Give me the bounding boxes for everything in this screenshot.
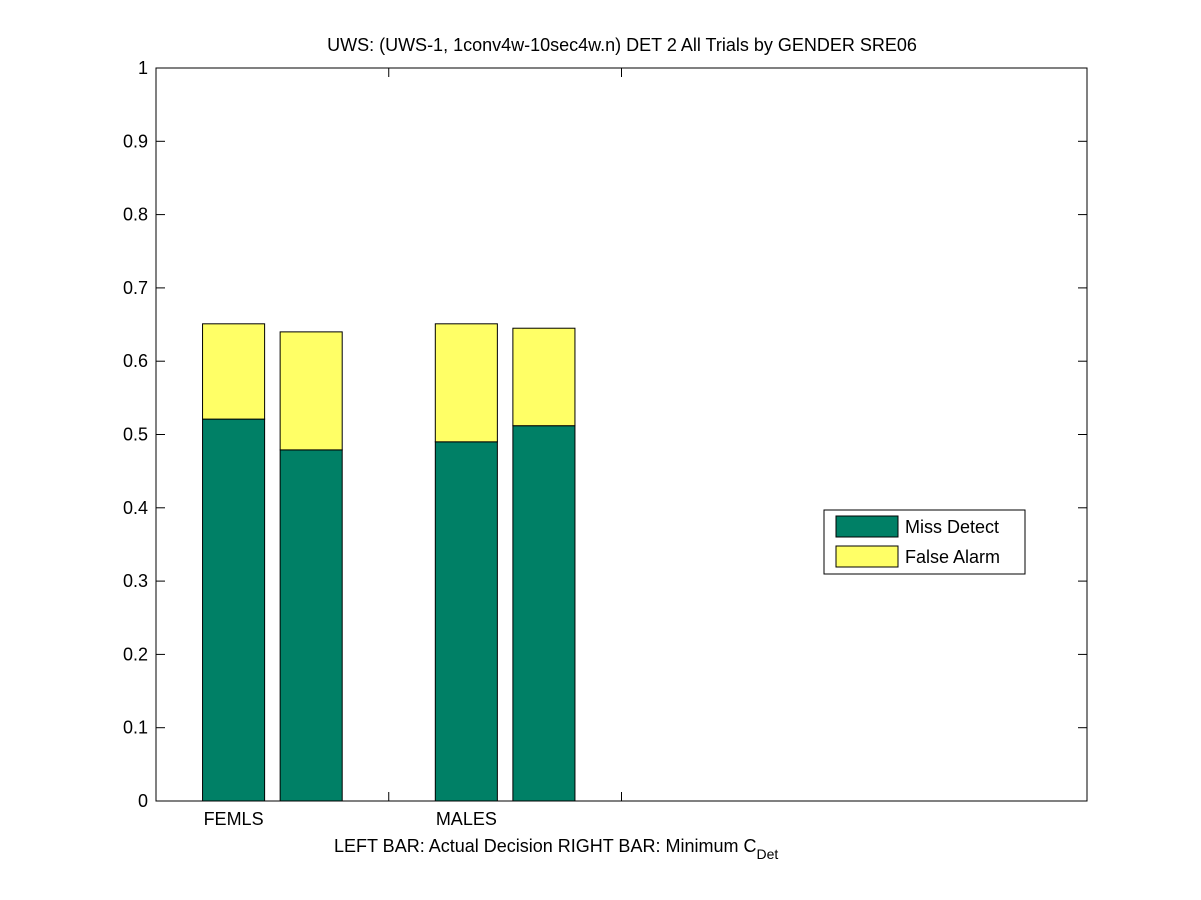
y-tick-label: 0.2 xyxy=(123,644,148,664)
bar-segment-false-alarm xyxy=(434,323,498,443)
y-tick-label: 0.9 xyxy=(123,131,148,151)
y-tick-label: 0.4 xyxy=(123,498,148,518)
category-label: FEMLS xyxy=(204,809,264,829)
x-axis-label-main: LEFT BAR: Actual Decision RIGHT BAR: Min… xyxy=(334,836,756,856)
bars-group xyxy=(202,323,576,802)
y-tick-label: 0.7 xyxy=(123,278,148,298)
y-tick-label: 0 xyxy=(138,791,148,811)
y-tick-label: 0.5 xyxy=(123,425,148,445)
legend-label-false-alarm: False Alarm xyxy=(905,547,1000,567)
y-tick-label: 0.1 xyxy=(123,718,148,738)
x-axis-label: LEFT BAR: Actual Decision RIGHT BAR: Min… xyxy=(334,836,778,862)
chart-title: UWS: (UWS-1, 1conv4w-10sec4w.n) DET 2 Al… xyxy=(327,35,917,55)
legend-swatch-miss-detect xyxy=(835,515,899,538)
y-tick-label: 0.6 xyxy=(123,351,148,371)
bar-segment-miss-detect xyxy=(202,418,266,802)
legend: Miss Detect False Alarm xyxy=(823,509,1026,575)
bar-segment-miss-detect xyxy=(434,441,498,802)
bar-segment-false-alarm xyxy=(202,323,266,420)
legend-label-miss-detect: Miss Detect xyxy=(905,517,999,537)
legend-swatch-false-alarm xyxy=(835,545,899,568)
bar-segment-false-alarm xyxy=(512,327,576,427)
bar-segment-miss-detect xyxy=(512,425,576,802)
x-axis-label-subscript: Det xyxy=(756,846,778,862)
x-axis: FEMLS MALES xyxy=(204,68,622,829)
bar-segment-false-alarm xyxy=(279,331,343,451)
bar-segment-miss-detect xyxy=(279,449,343,802)
category-label: MALES xyxy=(436,809,497,829)
y-tick-label: 0.8 xyxy=(123,205,148,225)
y-tick-label: 0.3 xyxy=(123,571,148,591)
y-axis: 0 0.1 0.2 0.3 0.4 0.5 0.6 0.7 0.8 0.9 1 xyxy=(123,58,1087,811)
y-tick-label: 1 xyxy=(138,58,148,78)
